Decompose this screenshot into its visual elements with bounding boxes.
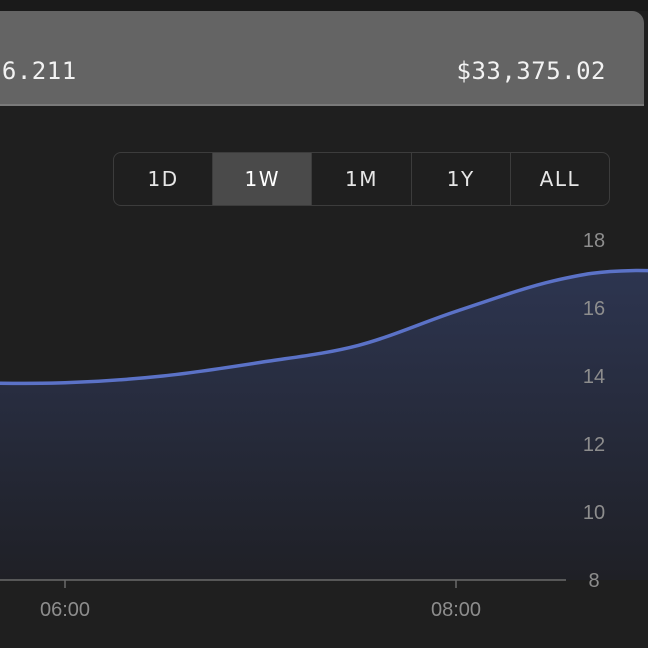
top-strip <box>0 0 648 11</box>
balance-left-value: $16.211 <box>0 57 77 85</box>
balance-header: $16.211 $33,375.02 <box>0 11 644 106</box>
y-tick-label: 12 <box>583 434 605 456</box>
range-tab-all[interactable]: ALL <box>539 167 581 191</box>
y-tick-label: 18 <box>583 230 605 252</box>
range-tab-1d[interactable]: 1D <box>114 153 214 205</box>
range-tab-1w[interactable]: 1W <box>213 153 313 205</box>
y-tick-label: 10 <box>583 502 605 524</box>
y-tick-label: 14 <box>583 366 605 388</box>
y-tick-label: 8 <box>588 570 599 592</box>
y-tick-label: 16 <box>583 298 605 320</box>
time-range-selector: 1D 1W 1M 1Y ALL <box>113 152 610 206</box>
x-tick-label: 08:00 <box>431 599 481 621</box>
range-tab-1y[interactable]: 1Y <box>412 153 511 205</box>
chart-area-fill <box>0 270 648 580</box>
range-tab-1m[interactable]: 1M <box>312 153 412 205</box>
x-tick-label: 06:00 <box>40 599 90 621</box>
balance-total-value: $33,375.02 <box>456 57 606 85</box>
chart-series-line <box>0 268 648 386</box>
